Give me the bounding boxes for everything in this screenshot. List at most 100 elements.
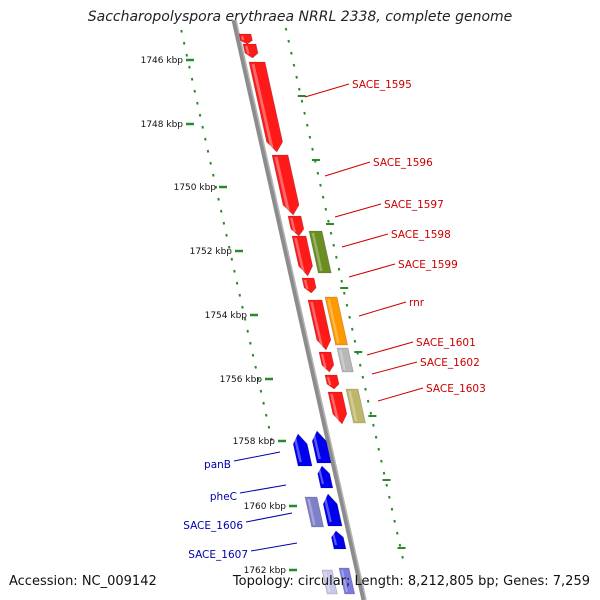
feature-shine xyxy=(307,498,316,526)
gene-feature-blue xyxy=(331,530,347,550)
tick-dot xyxy=(305,123,309,127)
feature-shine xyxy=(326,376,332,386)
tick-dot xyxy=(246,329,249,333)
gene-label: SACE_1606 xyxy=(183,520,243,532)
label-leader-line xyxy=(377,387,424,402)
tick-dot xyxy=(251,353,255,357)
backbone-line xyxy=(231,19,367,600)
tick-dot xyxy=(337,267,341,271)
map-title: Saccharopolyspora erythraea NRRL 2338, c… xyxy=(87,9,513,25)
tick-dot xyxy=(284,27,288,31)
tick-dot xyxy=(385,483,388,487)
tick-dot xyxy=(327,219,330,223)
tick-dot xyxy=(204,137,207,141)
tick-dot xyxy=(209,161,212,165)
gene-feature-faint xyxy=(338,567,356,595)
tick-dot xyxy=(382,471,386,475)
label-leader-line xyxy=(348,263,396,278)
tick-dot xyxy=(348,315,351,319)
gene-label: SACE_1596 xyxy=(373,157,433,169)
tick-dot xyxy=(185,53,189,57)
gene-feature-red xyxy=(242,43,259,59)
label-leader-line xyxy=(358,301,407,317)
tick-dot xyxy=(257,377,260,381)
feature-shine xyxy=(245,45,250,55)
feature-shine xyxy=(311,232,323,272)
feature-shine xyxy=(327,298,340,344)
tick-dot xyxy=(264,413,268,417)
feature-shine xyxy=(331,532,338,546)
tick-dot xyxy=(254,365,257,369)
tick-dot xyxy=(287,39,290,43)
feature-shine xyxy=(330,393,339,421)
tick-dot xyxy=(267,425,271,429)
tick-dot xyxy=(380,459,383,463)
label-leader-line xyxy=(250,542,298,552)
tick-dot xyxy=(243,317,247,321)
gene-label: SACE_1597 xyxy=(384,199,444,211)
ruler: 1746 kbp 1748 kbp 1750 kbp 1752 kbp 1754 kbp… xyxy=(141,56,297,576)
ruler-label: 1760 kbp xyxy=(244,502,287,512)
tick-dot xyxy=(238,293,242,297)
tick-dot xyxy=(235,281,239,285)
feature-shine xyxy=(293,435,302,463)
gene-label: SACE_1603 xyxy=(426,383,486,395)
tick-dot xyxy=(321,195,325,199)
gene-feature-olive xyxy=(308,230,332,274)
ruler-label: 1756 kbp xyxy=(220,375,263,385)
tick-dot xyxy=(343,291,346,295)
gene-feature-red xyxy=(291,235,313,277)
tick-dot xyxy=(377,447,381,451)
tick-dot xyxy=(300,99,304,103)
tick-dot xyxy=(401,555,404,559)
tick-dot xyxy=(196,101,199,105)
tick-dot xyxy=(217,197,220,201)
gene-label: SACE_1598 xyxy=(391,229,451,241)
gene-label: SACE_1607 xyxy=(188,549,248,561)
gene-feature-red xyxy=(324,374,340,390)
tick-dot xyxy=(351,327,354,331)
tick-dot xyxy=(214,185,218,189)
gene-feature-gray xyxy=(336,347,354,373)
tick-dot xyxy=(388,495,391,499)
ruler-label: 1754 kbp xyxy=(205,311,248,321)
gene-feature-blue xyxy=(322,493,343,527)
tick-dot xyxy=(225,233,228,237)
tick-dot xyxy=(303,111,306,115)
gene-feature-orange xyxy=(324,296,348,346)
tick-dot xyxy=(398,543,402,547)
tick-dot xyxy=(241,305,244,309)
gene-labels: SACE_1595 SACE_1596 SACE_1597 SACE_1598 SACE… xyxy=(183,79,486,561)
tick-dot xyxy=(190,77,194,81)
gene-feature-red xyxy=(271,154,300,216)
gene-feature-red xyxy=(287,215,305,237)
tick-dot xyxy=(270,437,273,441)
tick-dot xyxy=(319,183,322,187)
tick-dot xyxy=(308,135,312,139)
tick-dot xyxy=(316,171,320,175)
label-leader-line xyxy=(371,361,418,375)
gene-label: panB xyxy=(204,459,231,471)
gene-feature-blue xyxy=(292,433,313,467)
ruler-label: 1762 kbp xyxy=(244,566,287,576)
tick-dot xyxy=(340,279,343,283)
feature-shine xyxy=(294,237,305,273)
tick-dot xyxy=(361,375,365,379)
tick-dot xyxy=(219,209,223,213)
tick-dot xyxy=(227,245,231,249)
feature-shine xyxy=(317,467,325,485)
tick-dot xyxy=(396,531,399,535)
tick-dot xyxy=(358,363,362,367)
tick-dot xyxy=(290,51,293,55)
tick-dot xyxy=(182,41,186,45)
tick-dot xyxy=(329,231,333,235)
tick-dot xyxy=(198,113,202,117)
feature-shine xyxy=(323,495,332,523)
tick-dot xyxy=(369,411,373,415)
left-dotted-track xyxy=(180,29,273,441)
backbone xyxy=(231,19,367,600)
feature-shine xyxy=(339,349,346,371)
tick-dot xyxy=(324,207,328,211)
feature-shine xyxy=(303,279,309,290)
accession-text: Accession: NC_009142 xyxy=(9,574,157,589)
